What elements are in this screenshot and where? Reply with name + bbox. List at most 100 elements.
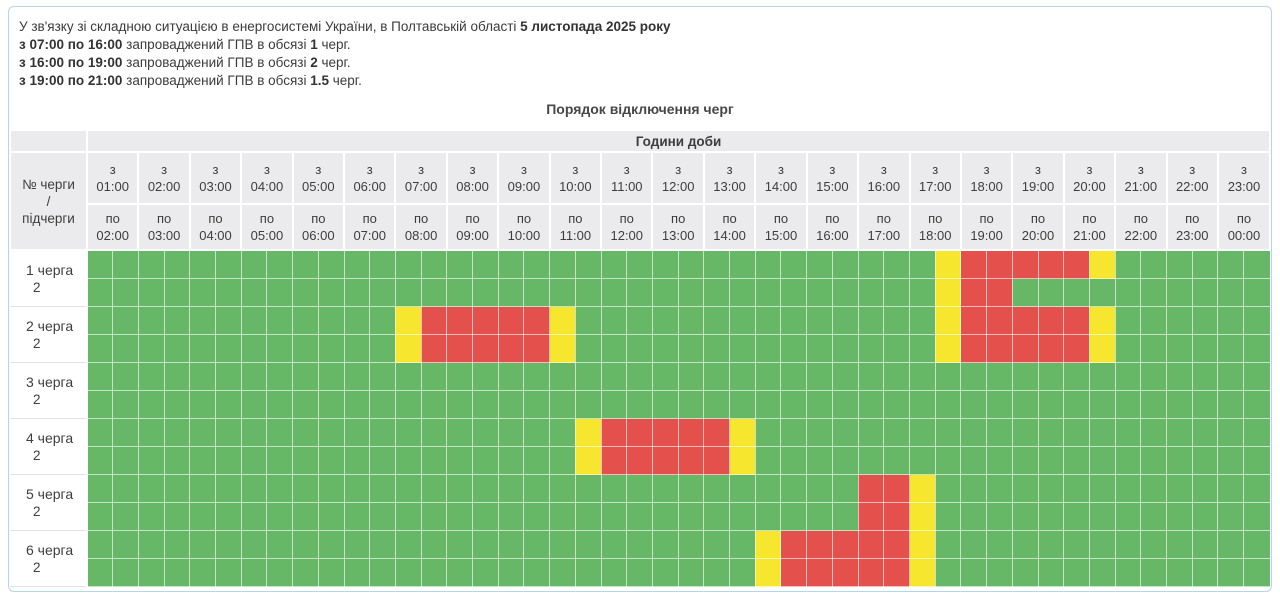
schedule-cell: [883, 390, 910, 419]
schedule-cell: [960, 390, 988, 419]
schedule-cell: [112, 558, 139, 587]
hour-time: 06:00: [353, 179, 386, 194]
intro-text-span: У зв'язку зі складною ситуацією в енерго…: [19, 19, 521, 34]
schedule-cell: [446, 390, 474, 419]
schedule-cell: [960, 530, 988, 559]
schedule-cell: [986, 418, 1013, 447]
schedule-cell: [420, 446, 448, 475]
schedule-cell: [1088, 278, 1116, 307]
schedule-cell: [703, 530, 731, 559]
hour-time: 16:00: [816, 228, 849, 243]
schedule-cell: [472, 418, 499, 447]
schedule-cell: [754, 474, 782, 503]
hour-time: 22:00: [1175, 179, 1209, 194]
schedule-cell: [960, 446, 988, 475]
schedule-cell: [1191, 418, 1219, 447]
schedule-body: 1 черга 2 2 черга 2 3 черга 2 4 черга 2 5 черга 2…: [10, 249, 1271, 587]
schedule-cell: [780, 418, 808, 447]
hour-prefix: з: [983, 162, 990, 177]
hour-to-header: по 00:00: [1216, 203, 1272, 251]
schedule-cell: [86, 278, 114, 307]
schedule-cell: [137, 390, 165, 419]
schedule-cell: [729, 362, 756, 391]
schedule-cell: [651, 362, 679, 391]
schedule-cell: [626, 474, 653, 503]
schedule-cell: [1217, 530, 1245, 559]
schedule-cell: [1166, 474, 1193, 503]
schedule-cell: [883, 306, 910, 335]
schedule-cell: [343, 334, 371, 363]
schedule-cell: [1037, 306, 1065, 335]
schedule-cell: [806, 474, 833, 503]
hour-from-header: з 21:00: [1114, 151, 1168, 205]
schedule-cell: [1011, 306, 1039, 335]
hour-from-header: з 23:00: [1216, 151, 1272, 205]
hour-from-header: з 22:00: [1165, 151, 1219, 205]
intro-text-span: черг.: [329, 73, 362, 88]
schedule-cell: [1217, 558, 1245, 587]
schedule-cell: [883, 446, 910, 475]
schedule-cell: [1166, 390, 1193, 419]
schedule-cell: [86, 334, 114, 363]
schedule-cell: [806, 502, 833, 531]
schedule-cell: [240, 306, 268, 335]
schedule-cell: [549, 249, 576, 279]
schedule-cell: [240, 530, 268, 559]
hour-time: 10:00: [507, 228, 541, 243]
schedule-cell: [1140, 558, 1168, 587]
schedule-cell: [369, 446, 396, 475]
schedule-cell: [1243, 418, 1271, 447]
hour-to-header: по 14:00: [702, 203, 757, 251]
schedule-cell: [1217, 390, 1245, 419]
schedule-cell: [497, 249, 525, 279]
hour-to-header: по 19:00: [959, 203, 1014, 251]
schedule-cell: [292, 362, 319, 391]
schedule-cell: [317, 306, 345, 335]
schedule-cell: [960, 278, 988, 307]
schedule-cell: [986, 474, 1013, 503]
schedule-cell: [497, 306, 525, 335]
hour-to-header: по 15:00: [754, 203, 808, 251]
hour-prefix: по: [465, 211, 480, 226]
schedule-cell: [909, 306, 936, 335]
queue-row-2-1: 2 черга 2: [10, 306, 1271, 363]
schedule-cell: [420, 334, 448, 363]
hour-prefix: по: [516, 211, 532, 226]
hour-from-header: з 02:00: [137, 151, 191, 205]
hour-prefix: по: [722, 211, 737, 226]
queue-row-6-1: 6 черга 2: [10, 530, 1271, 587]
queue-name: 3 черга: [26, 373, 74, 390]
schedule-cell: [806, 390, 833, 419]
schedule-cell: [1037, 249, 1065, 279]
schedule-cell: [909, 502, 936, 531]
schedule-cell: [523, 418, 551, 447]
schedule-cell: [780, 558, 808, 587]
hour-to-header: по 02:00: [85, 203, 140, 251]
schedule-cell: [163, 390, 191, 419]
schedule-cell: [266, 278, 294, 307]
schedule-cell: [831, 249, 859, 279]
schedule-cell: [1140, 530, 1168, 559]
schedule-cell: [86, 558, 114, 587]
schedule-cell: [343, 418, 371, 447]
schedule-cell: [1217, 362, 1245, 391]
schedule-cell: [317, 390, 345, 419]
schedule-cell: [1037, 502, 1065, 531]
hour-from-header: з 10:00: [548, 151, 603, 205]
schedule-cell: [574, 334, 602, 363]
intro-text-span: черг.: [317, 37, 351, 52]
schedule-cell: [754, 278, 782, 307]
schedule-cell: [831, 418, 859, 447]
schedule-cell: [472, 362, 499, 391]
schedule-cell: [240, 334, 268, 363]
schedule-cell: [1011, 474, 1039, 503]
schedule-cell: [703, 334, 731, 363]
schedule-cell: [960, 418, 988, 447]
schedule-cell: [137, 474, 165, 503]
intro-line-1: У зв'язку зі складною ситуацією в енерго…: [19, 18, 1261, 36]
schedule-cell: [317, 334, 345, 363]
schedule-cell: [317, 278, 345, 307]
schedule-cell: [292, 390, 319, 419]
hour-prefix: з: [1240, 162, 1247, 177]
schedule-cell: [240, 362, 268, 391]
